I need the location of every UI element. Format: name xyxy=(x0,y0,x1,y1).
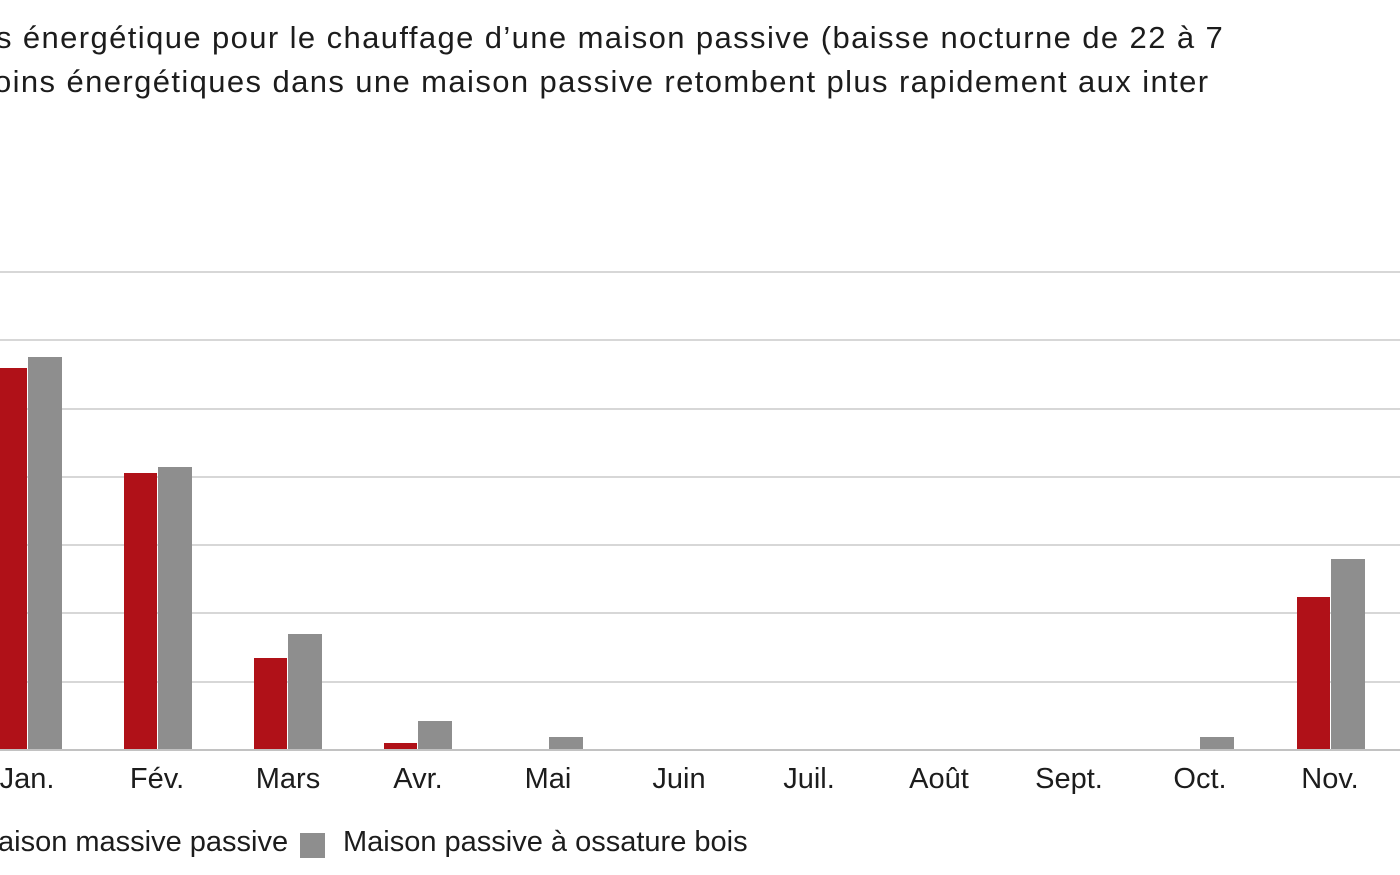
gridline xyxy=(0,339,1400,341)
gridline xyxy=(0,476,1400,478)
x-axis-label-aout: Août xyxy=(909,763,969,795)
bar-ossature-mars xyxy=(288,634,322,750)
bar-ossature-jan xyxy=(28,357,62,750)
gridline xyxy=(0,408,1400,410)
gridline xyxy=(0,612,1400,614)
x-axis-label-mai: Mai xyxy=(524,763,572,795)
bar-ossature-mai xyxy=(549,737,583,750)
gridline xyxy=(0,271,1400,273)
bar-ossature-nov xyxy=(1331,559,1365,750)
chart-title-line1: s énergétique pour le chauffage d’une ma… xyxy=(0,20,1225,55)
x-axis-label-avr: Avr. xyxy=(393,763,443,795)
bar-massive-mars xyxy=(254,658,287,750)
legend-label-ossature: Maison passive à ossature bois xyxy=(343,826,748,858)
bar-massive-avr xyxy=(384,743,417,750)
x-axis-label-juil: Juil. xyxy=(783,763,835,795)
bar-ossature-avr xyxy=(418,721,452,750)
legend-swatch-ossature xyxy=(300,833,325,858)
bar-massive-fev xyxy=(124,473,157,750)
x-axis-label-oct: Oct. xyxy=(1173,763,1227,795)
x-axis-label-fev: Fév. xyxy=(129,763,185,795)
bar-ossature-oct xyxy=(1200,737,1234,750)
x-axis-label-sept: Sept. xyxy=(1035,763,1103,795)
legend-label-massive: aison massive passive xyxy=(0,826,289,858)
chart-title-line2: oins énergétiques dans une maison passiv… xyxy=(0,64,1210,99)
x-axis-label-jan: Jan. xyxy=(0,763,55,795)
x-axis-label-juin: Juin xyxy=(652,763,706,795)
gridline xyxy=(0,544,1400,546)
x-axis-line xyxy=(0,749,1400,751)
bar-massive-jan xyxy=(0,368,27,750)
x-axis-label-mars: Mars xyxy=(255,763,321,795)
bar-massive-nov xyxy=(1297,597,1330,750)
x-axis-label-nov: Nov. xyxy=(1301,763,1359,795)
gridline xyxy=(0,681,1400,683)
bar-ossature-fev xyxy=(158,467,192,750)
